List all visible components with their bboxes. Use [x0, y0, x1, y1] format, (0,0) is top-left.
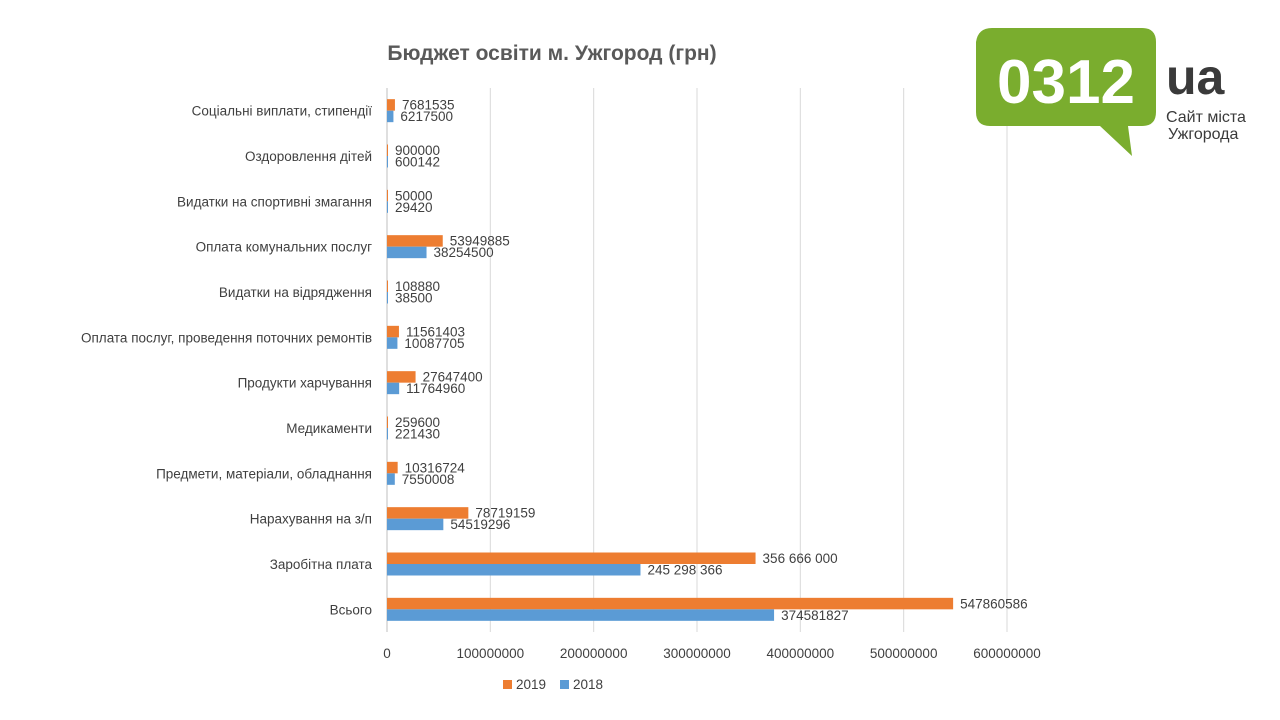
category-label: Всього: [330, 602, 372, 617]
bar-2018: [387, 110, 394, 123]
data-label-2019: 900000: [395, 143, 440, 158]
data-label-2018: 54519296: [450, 517, 510, 532]
legend-swatch-2019: [503, 680, 512, 689]
data-label-2018: 221430: [395, 427, 440, 442]
bars: [387, 99, 954, 621]
data-label-2018: 245 298 366: [647, 563, 722, 578]
category-label: Оздоровлення дітей: [245, 149, 372, 164]
data-label-2018: 38254500: [434, 245, 494, 260]
x-axis-ticks: 0 100000000 200000000 300000000 400000000 500…: [383, 646, 1041, 661]
bar-2019: [387, 597, 954, 610]
bar-2018: [387, 518, 444, 531]
grid-lines: [386, 88, 1008, 632]
chart-title: Бюджет освіти м. Ужгород (грн): [387, 42, 716, 65]
category-label: Предмети, матеріали, обладнання: [156, 466, 372, 481]
legend: 2019 2018: [503, 677, 603, 692]
x-tick-label: 0: [383, 646, 391, 661]
x-tick-label: 300000000: [663, 646, 731, 661]
category-label: Продукти харчування: [238, 376, 372, 391]
bar-2019: [387, 280, 388, 292]
bar-2019: [387, 416, 388, 428]
bar-2019: [387, 371, 416, 383]
category-labels: Соціальні виплати, стипендії Оздоровлення…: [81, 104, 372, 618]
site-logo: 0312 ua Сайт міста Ужгорода: [976, 28, 1246, 156]
legend-label-2019: 2019: [516, 677, 546, 692]
bar-2018: [387, 382, 400, 395]
category-label: Заробітна плата: [270, 557, 373, 572]
bar-2019: [387, 507, 469, 519]
data-label-2018: 600142: [395, 155, 440, 170]
bar-2018: [387, 428, 388, 440]
x-tick-label: 500000000: [870, 646, 938, 661]
logo-tagline-1: Сайт міста: [1166, 109, 1246, 126]
logo-speech-bubble: [976, 28, 1156, 156]
bar-2018: [387, 564, 641, 576]
logo-tagline-2: Ужгорода: [1168, 126, 1239, 143]
bar-2018: [387, 246, 427, 259]
bar-2019: [387, 552, 756, 564]
bar-2018: [387, 156, 388, 168]
legend-label-2018: 2018: [573, 677, 603, 692]
data-label-2018: 11764960: [406, 381, 465, 396]
data-label-2019: 108880: [395, 279, 440, 294]
category-label: Видатки на відрядження: [219, 285, 372, 300]
data-label-2019: 10316724: [405, 460, 466, 475]
legend-swatch-2018: [560, 680, 569, 689]
bar-2019: [387, 235, 443, 247]
data-label-2018: 7550008: [402, 472, 455, 487]
bar-2019: [387, 99, 395, 111]
category-label: Оплата комунальних послуг: [196, 240, 373, 255]
data-label-2019: 259600: [395, 415, 440, 430]
data-label-2019: 547860586: [960, 596, 1028, 611]
data-label-2018: 6217500: [400, 109, 453, 124]
data-label-2019: 53949885: [450, 234, 510, 249]
bar-2019: [387, 189, 388, 202]
data-label-2019: 50000: [395, 188, 433, 203]
category-label: Медикаменти: [286, 421, 372, 436]
data-label-2019: 27647400: [423, 370, 483, 385]
data-label-2019: 7681535: [402, 98, 455, 113]
x-tick-label: 400000000: [767, 646, 835, 661]
category-label: Оплата послуг, проведення поточних ремон…: [81, 330, 372, 345]
data-label-2019: 78719159: [475, 506, 535, 521]
bar-2018: [387, 201, 388, 213]
category-label: Видатки на спортивні змагання: [177, 194, 372, 209]
x-tick-label: 200000000: [560, 646, 628, 661]
data-label-2019: 11561403: [406, 324, 465, 339]
category-label: Нарахування на з/п: [250, 512, 372, 527]
data-label-2018: 29420: [395, 200, 433, 215]
data-label-2018: 10087705: [404, 336, 464, 351]
data-label-2018: 374581827: [781, 608, 849, 623]
bar-2018: [387, 292, 388, 304]
bar-2018: [387, 473, 395, 485]
bar-2018: [387, 609, 775, 621]
bar-2018: [387, 337, 398, 349]
data-label-2019: 356 666 000: [763, 551, 838, 566]
data-label-2018: 38500: [395, 291, 433, 306]
logo-number: 0312: [997, 48, 1135, 117]
logo-suffix: ua: [1166, 49, 1226, 105]
bar-2019: [387, 461, 398, 474]
bar-2019: [387, 325, 399, 338]
x-tick-label: 100000000: [457, 646, 525, 661]
x-tick-label: 600000000: [973, 646, 1041, 661]
category-label: Соціальні виплати, стипендії: [192, 104, 373, 119]
bar-2019: [387, 144, 388, 156]
